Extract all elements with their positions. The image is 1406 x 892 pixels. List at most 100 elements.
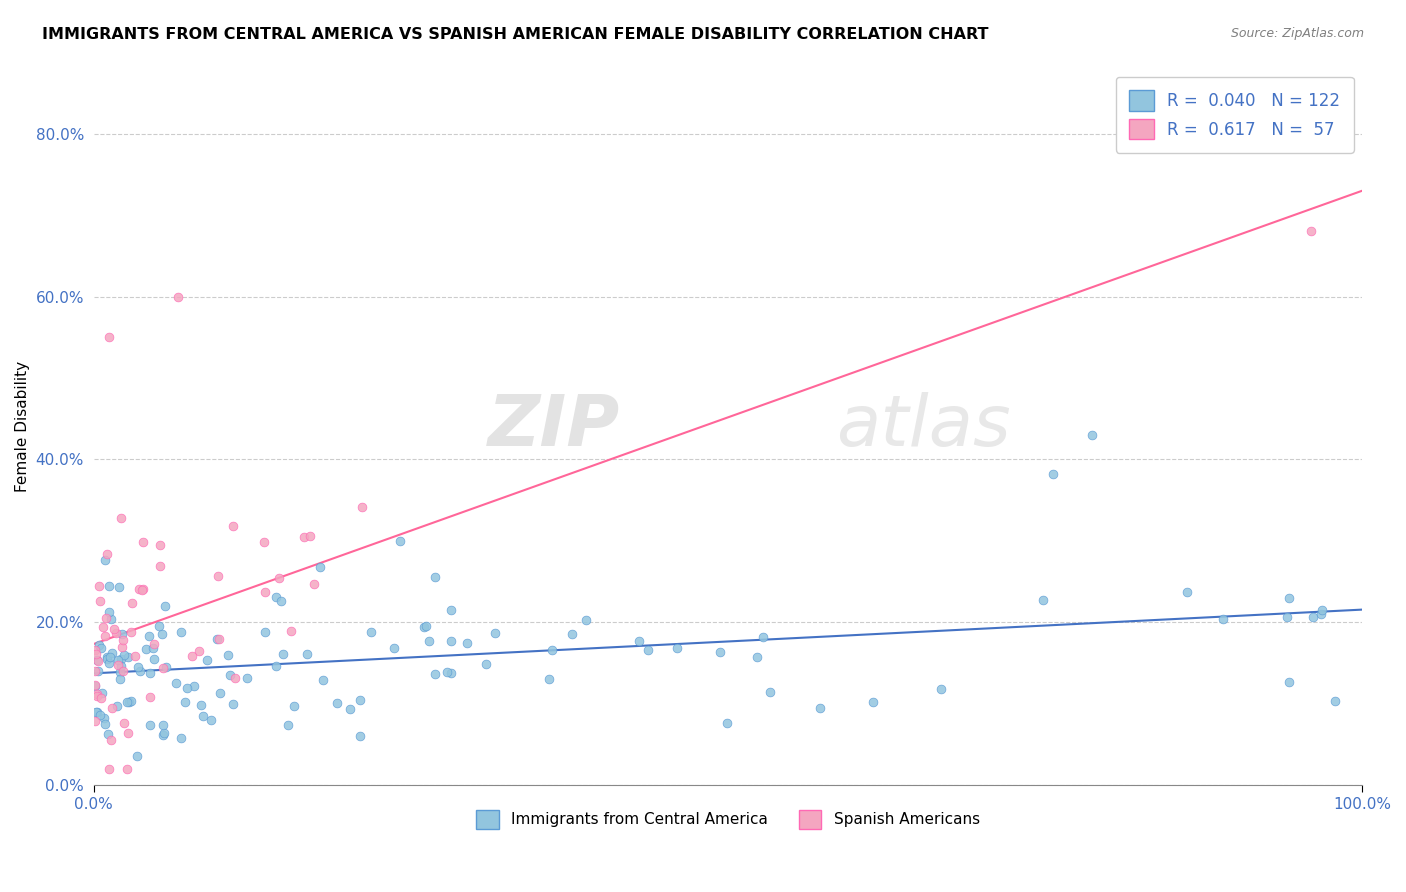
- Point: [112, 648, 135, 662]
- Point: [100, 701, 122, 715]
- Point: [110, 510, 132, 524]
- Point: [222, 518, 245, 533]
- Point: [107, 657, 129, 672]
- Point: [1301, 224, 1323, 238]
- Point: [190, 698, 212, 712]
- Point: [297, 647, 319, 661]
- Point: [108, 672, 131, 686]
- Point: [188, 644, 211, 658]
- Point: [120, 693, 142, 707]
- Point: [100, 732, 122, 747]
- Point: [139, 665, 162, 680]
- Point: [111, 627, 134, 641]
- Point: [104, 626, 127, 640]
- Point: [862, 695, 884, 709]
- Point: [808, 701, 831, 715]
- Point: [637, 643, 659, 657]
- Point: [150, 627, 173, 641]
- Point: [86, 687, 108, 701]
- Point: [89, 707, 111, 722]
- Point: [149, 558, 172, 573]
- Text: atlas: atlas: [835, 392, 1011, 461]
- Point: [271, 647, 294, 661]
- Point: [152, 725, 174, 739]
- Point: [270, 594, 292, 608]
- Point: [304, 576, 326, 591]
- Point: [349, 729, 371, 743]
- Point: [218, 668, 240, 682]
- Point: [103, 622, 125, 636]
- Point: [90, 640, 112, 655]
- Point: [312, 673, 335, 687]
- Point: [115, 762, 138, 776]
- Point: [90, 686, 112, 700]
- Point: [440, 603, 463, 617]
- Point: [118, 695, 141, 709]
- Point: [86, 654, 108, 668]
- Point: [280, 624, 302, 639]
- Point: [574, 613, 596, 627]
- Point: [138, 690, 160, 704]
- Point: [1324, 694, 1347, 708]
- Point: [138, 629, 160, 643]
- Point: [152, 660, 174, 674]
- Point: [94, 553, 117, 567]
- Point: [97, 726, 120, 740]
- Point: [716, 715, 738, 730]
- Point: [440, 665, 463, 680]
- Point: [1081, 428, 1104, 442]
- Point: [236, 671, 259, 685]
- Point: [382, 641, 405, 656]
- Point: [208, 632, 231, 647]
- Point: [124, 648, 146, 663]
- Point: [89, 594, 111, 608]
- Point: [339, 702, 361, 716]
- Point: [129, 665, 152, 679]
- Point: [418, 633, 440, 648]
- Point: [143, 637, 166, 651]
- Point: [360, 625, 382, 640]
- Point: [254, 624, 277, 639]
- Point: [138, 718, 160, 732]
- Point: [439, 633, 461, 648]
- Point: [111, 664, 134, 678]
- Point: [183, 679, 205, 693]
- Point: [84, 678, 107, 692]
- Point: [254, 585, 277, 599]
- Point: [84, 643, 107, 657]
- Point: [84, 647, 107, 661]
- Point: [709, 645, 731, 659]
- Point: [349, 693, 371, 707]
- Point: [1278, 591, 1301, 605]
- Point: [108, 580, 131, 594]
- Point: [222, 698, 245, 712]
- Point: [326, 696, 349, 710]
- Point: [93, 629, 115, 643]
- Point: [100, 612, 122, 626]
- Point: [152, 717, 174, 731]
- Point: [266, 590, 288, 604]
- Point: [84, 714, 107, 728]
- Point: [1032, 592, 1054, 607]
- Point: [127, 660, 149, 674]
- Point: [207, 569, 229, 583]
- Point: [1278, 675, 1301, 690]
- Point: [98, 656, 121, 670]
- Point: [224, 671, 246, 685]
- Point: [98, 579, 121, 593]
- Point: [269, 571, 291, 585]
- Point: [456, 636, 478, 650]
- Point: [929, 681, 952, 696]
- Point: [87, 638, 110, 652]
- Point: [100, 650, 122, 665]
- Point: [110, 652, 132, 666]
- Point: [423, 570, 446, 584]
- Point: [117, 649, 139, 664]
- Point: [1310, 607, 1333, 621]
- Point: [208, 686, 231, 700]
- Point: [87, 579, 110, 593]
- Point: [132, 582, 155, 596]
- Point: [1312, 603, 1334, 617]
- Point: [117, 725, 139, 739]
- Point: [540, 642, 562, 657]
